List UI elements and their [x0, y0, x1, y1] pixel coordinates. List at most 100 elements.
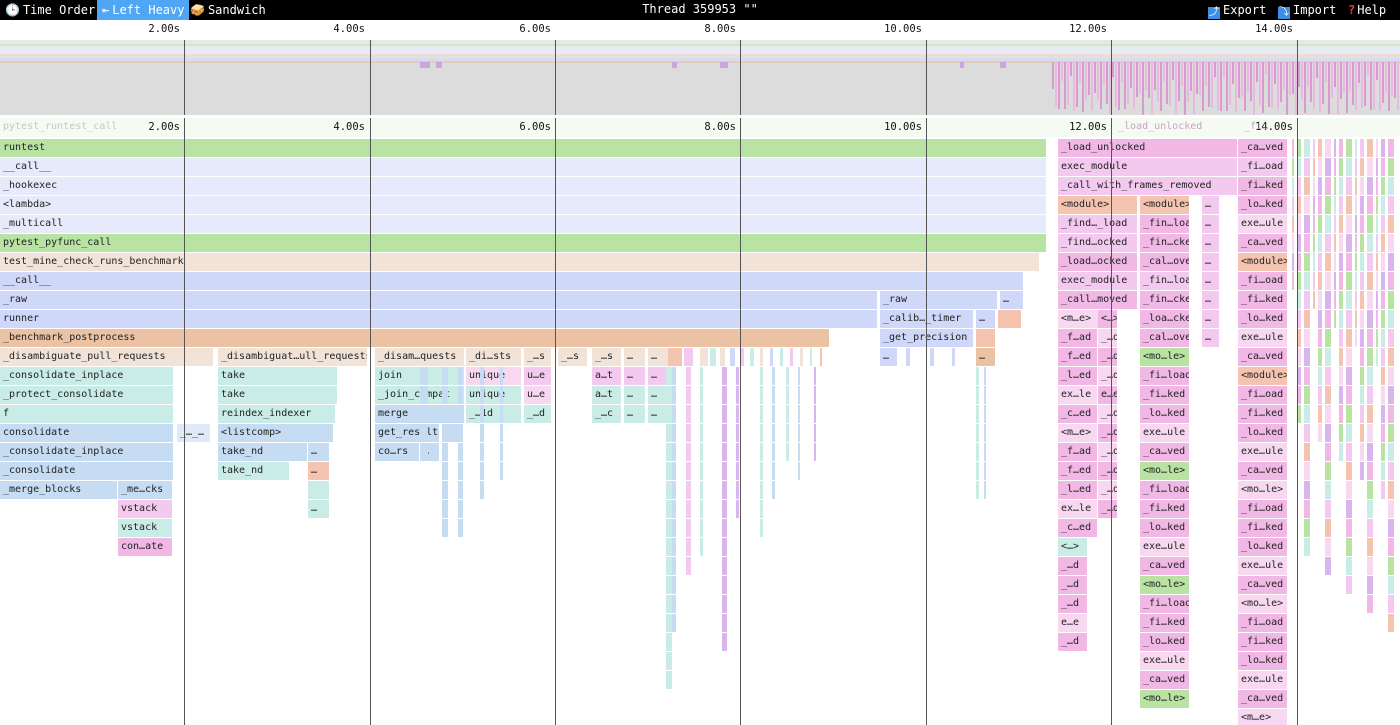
flame-frame-sliver[interactable]	[1381, 329, 1385, 347]
flame-frame[interactable]: _ca…ved	[1238, 690, 1288, 708]
flame-frame[interactable]: …	[1202, 196, 1220, 214]
flame-frame[interactable]: _di…sts	[466, 348, 522, 366]
flame-frame-sliver[interactable]	[672, 538, 676, 556]
flame-frame[interactable]: <m…e>	[1058, 424, 1098, 442]
flame-frame-sliver[interactable]	[672, 386, 676, 404]
flame-frame-sliver[interactable]	[976, 367, 979, 385]
flame-frame[interactable]: _fi…oad	[1238, 272, 1288, 290]
flame-frame[interactable]: <mo…le>	[1140, 690, 1190, 708]
flame-frame-sliver[interactable]	[1318, 405, 1322, 423]
flame-frame-sliver[interactable]	[1367, 234, 1373, 252]
flame-frame-sliver[interactable]	[666, 614, 672, 632]
flame-frame-sliver[interactable]	[442, 481, 448, 499]
flame-frame-sliver[interactable]	[722, 462, 727, 480]
flame-frame-sliver[interactable]	[722, 576, 727, 594]
flame-frame[interactable]: _ca…ved	[1238, 348, 1288, 366]
flame-frame-sliver[interactable]	[1381, 215, 1385, 233]
flame-frame[interactable]: u…e	[524, 386, 552, 404]
flame-frame[interactable]: _fi…ked	[1238, 519, 1288, 537]
flame-frame-sliver[interactable]	[1346, 367, 1352, 385]
flame-frame-sliver[interactable]	[1355, 329, 1357, 347]
flame-frame-sliver[interactable]	[1367, 500, 1373, 518]
import-button[interactable]: ⤵ Import	[1273, 0, 1341, 20]
flame-frame[interactable]: …	[1202, 310, 1220, 328]
flame-frame-sliver[interactable]	[686, 405, 691, 423]
flame-frame[interactable]: e…e	[1058, 614, 1088, 632]
flame-frame-sliver[interactable]	[1325, 139, 1331, 157]
flame-frame[interactable]: exe…ule	[1140, 538, 1190, 556]
flame-frame-sliver[interactable]	[1292, 177, 1294, 195]
flame-frame-sliver[interactable]	[666, 386, 672, 404]
flame-frame-sliver[interactable]	[500, 405, 503, 423]
flame-frame[interactable]: _f…ed	[1058, 348, 1098, 366]
flame-frame-sliver[interactable]	[1325, 424, 1331, 442]
flame-frame-sliver[interactable]	[1376, 196, 1378, 214]
flame-frame-sliver[interactable]	[458, 367, 463, 385]
flame-frame-sliver[interactable]	[1346, 538, 1352, 556]
flame-frame[interactable]: _…d	[1058, 576, 1088, 594]
flame-frame-sliver[interactable]	[1381, 462, 1385, 480]
flame-frame-sliver[interactable]	[1388, 291, 1394, 309]
flame-frame[interactable]: …	[308, 462, 330, 480]
flame-frame-sliver[interactable]	[480, 481, 484, 499]
flame-frame-sliver[interactable]	[1297, 215, 1301, 233]
flame-frame[interactable]: _…s	[524, 348, 552, 366]
flame-frame-sliver[interactable]	[700, 519, 703, 537]
flame-frame-sliver[interactable]	[1355, 291, 1357, 309]
flame-frame[interactable]: _fin…load	[1140, 215, 1190, 233]
flame-frame-sliver[interactable]	[984, 424, 986, 442]
stack-frame-16[interactable]: _consolidate_inplace	[0, 443, 174, 461]
flame-frame-sliver[interactable]	[1334, 139, 1336, 157]
flame-frame-sliver[interactable]	[1304, 348, 1310, 366]
flame-frame-sliver[interactable]	[800, 348, 803, 366]
flame-frame-sliver[interactable]	[976, 386, 979, 404]
flame-frame-sliver[interactable]	[1388, 253, 1394, 271]
flame-frame-sliver[interactable]	[810, 348, 812, 366]
flame-frame-sliver[interactable]	[1292, 215, 1294, 233]
flame-frame[interactable]: <…>	[1098, 310, 1118, 328]
flame-frame-sliver[interactable]	[1334, 291, 1336, 309]
flame-frame-sliver[interactable]	[1339, 253, 1343, 271]
flame-frame[interactable]: _calib…_timer	[880, 310, 974, 328]
flame-frame[interactable]: …	[1202, 234, 1220, 252]
flame-frame-sliver[interactable]	[760, 519, 763, 537]
flame-frame-sliver[interactable]	[480, 462, 484, 480]
flame-frame-sliver[interactable]	[1346, 348, 1352, 366]
flame-frame[interactable]: <mo…le>	[1140, 462, 1190, 480]
flame-frame-sliver[interactable]	[976, 443, 979, 461]
flame-frame-sliver[interactable]	[1388, 196, 1394, 214]
flame-frame-sliver[interactable]	[1304, 329, 1310, 347]
flame-frame-sliver[interactable]	[1381, 272, 1385, 290]
flame-frame-sliver[interactable]	[790, 348, 793, 366]
flame-frame-sliver[interactable]	[1381, 234, 1385, 252]
flame-frame-sliver[interactable]	[1325, 310, 1331, 328]
flame-frame-sliver[interactable]	[1388, 234, 1394, 252]
flame-frame-sliver[interactable]	[1339, 424, 1343, 442]
flame-frame-sliver[interactable]	[1376, 272, 1378, 290]
flame-frame-sliver[interactable]	[1367, 291, 1373, 309]
flame-frame-sliver[interactable]	[736, 405, 739, 423]
flame-frame-sliver[interactable]	[1297, 272, 1301, 290]
stack-frame-3[interactable]: <lambda>	[0, 196, 1047, 214]
flame-frame[interactable]: _c…ed	[1058, 405, 1098, 423]
stack-frame-1[interactable]: __call__	[0, 158, 1047, 176]
flame-frame-sliver[interactable]	[1318, 177, 1322, 195]
flame-frame-sliver[interactable]	[722, 633, 727, 651]
flame-frame-sliver[interactable]	[1367, 139, 1373, 157]
flame-frame[interactable]: _lo…ked	[1238, 424, 1288, 442]
flame-frame-sliver[interactable]	[480, 424, 484, 442]
flame-frame[interactable]: <m…e>	[1058, 310, 1100, 328]
flame-frame-sliver[interactable]	[720, 348, 725, 366]
flame-frame-sliver[interactable]	[1297, 253, 1301, 271]
flame-frame-sliver[interactable]	[722, 500, 727, 518]
flame-frame-sliver[interactable]	[672, 481, 676, 499]
flame-frame-sliver[interactable]	[1313, 177, 1315, 195]
flame-frame-sliver[interactable]	[1334, 253, 1336, 271]
flame-frame-sliver[interactable]	[1292, 158, 1294, 176]
flame-frame-sliver[interactable]	[1304, 538, 1310, 556]
left-heavy-button[interactable]: ⇤ Left Heavy	[97, 0, 190, 20]
flame-frame[interactable]: _loa…cked	[1140, 310, 1190, 328]
flame-frame-sliver[interactable]	[458, 462, 463, 480]
flame-frame-sliver[interactable]	[672, 576, 676, 594]
flame-frame-sliver[interactable]	[1388, 614, 1394, 632]
